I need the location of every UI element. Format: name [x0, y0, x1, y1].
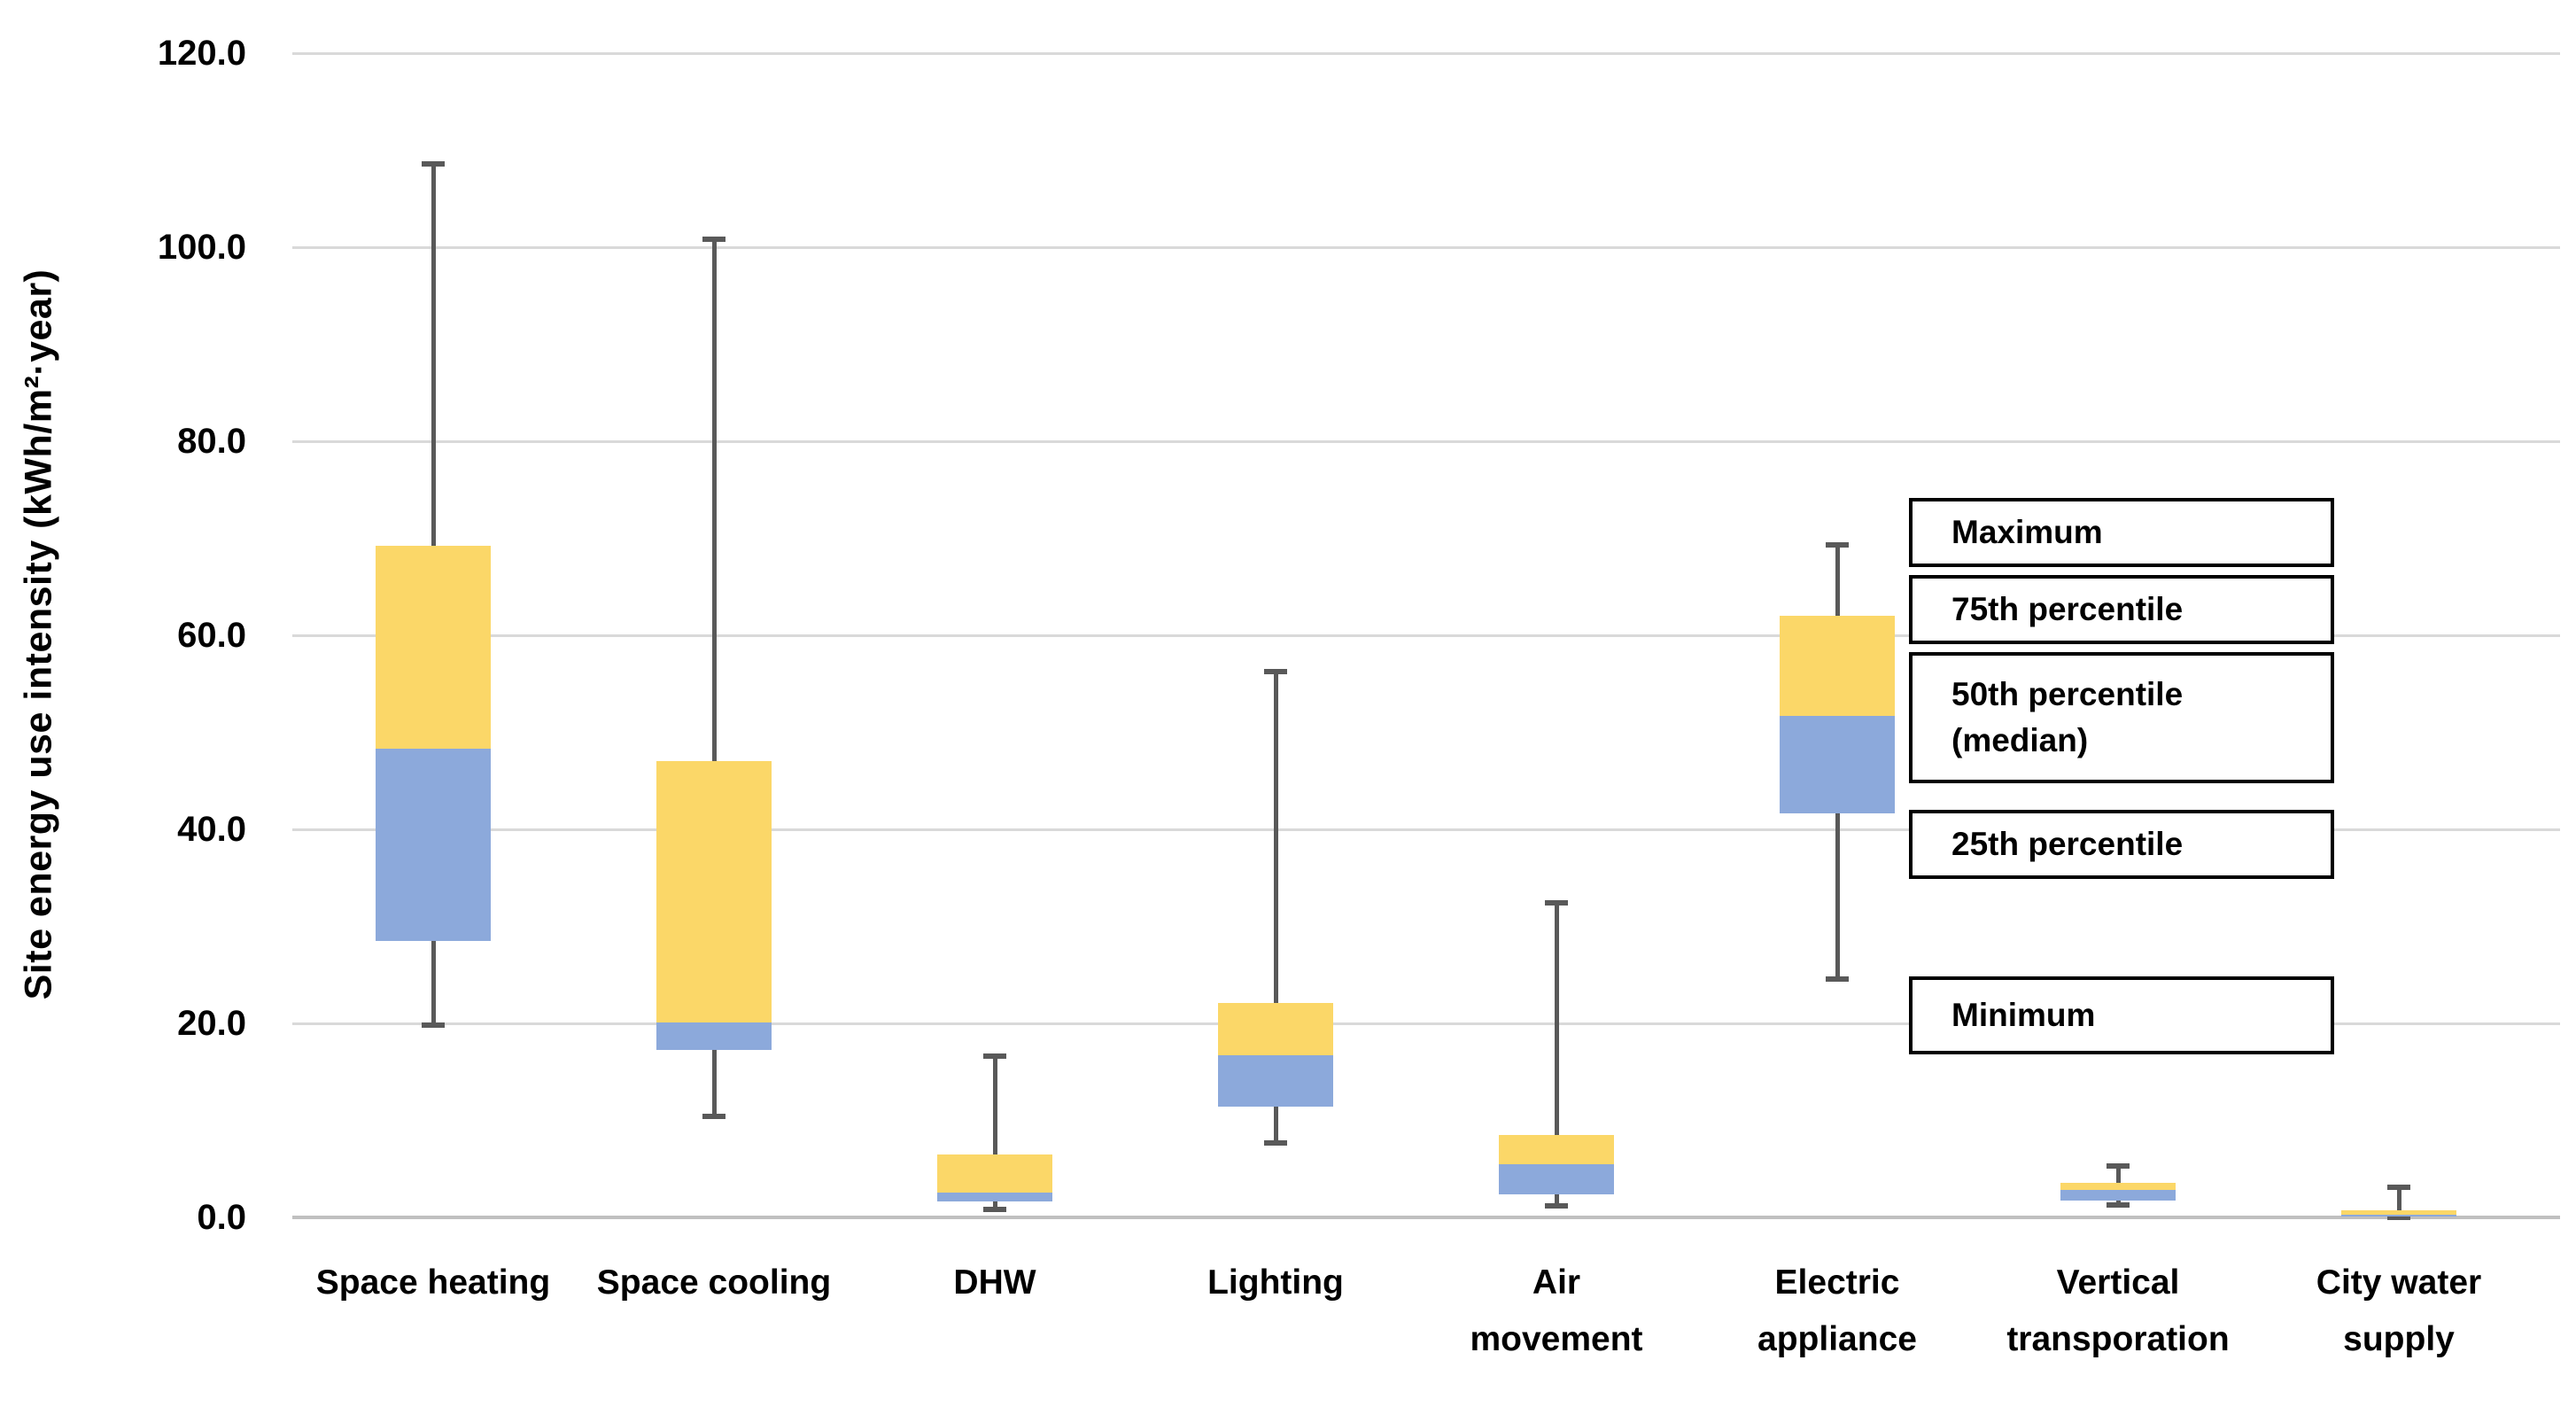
- whisker-cap-min-lighting: [1264, 1139, 1287, 1146]
- whisker-cap-min-air-movement: [1545, 1202, 1568, 1209]
- x-category-label-line: supply: [2343, 1320, 2455, 1358]
- x-category-label-electric-appliance: Electric appliance: [1697, 1255, 1978, 1368]
- box-upper-vertical-transporation: [2060, 1182, 2176, 1191]
- y-gridline: [292, 52, 2560, 55]
- box-lower-space-heating: [376, 749, 491, 941]
- whisker-cap-min-city-water-supply: [2387, 1215, 2410, 1220]
- whisker-lower-space-heating: [431, 940, 436, 1026]
- x-category-label-line: City water: [2316, 1263, 2482, 1302]
- whisker-lower-electric-appliance: [1835, 813, 1840, 979]
- whisker-upper-air-movement: [1554, 903, 1559, 1135]
- whisker-cap-max-dhw: [983, 1053, 1006, 1060]
- whisker-cap-max-space-heating: [422, 160, 445, 167]
- box-lower-air-movement: [1499, 1163, 1614, 1194]
- y-tick-label: 20.0: [177, 1004, 246, 1043]
- y-gridline: [292, 634, 2560, 637]
- whisker-cap-min-vertical-transporation: [2107, 1201, 2130, 1208]
- y-tick-label: 120.0: [157, 34, 246, 73]
- whisker-cap-min-electric-appliance: [1826, 976, 1849, 982]
- x-category-label-line: Air: [1532, 1263, 1581, 1302]
- box-upper-city-water-supply: [2341, 1210, 2456, 1215]
- whisker-cap-min-space-heating: [422, 1022, 445, 1029]
- x-category-label-line: Electric: [1774, 1263, 1900, 1302]
- whisker-cap-max-lighting: [1264, 668, 1287, 674]
- legend-label: 50th percentile: [1951, 676, 2184, 712]
- y-tick-label: 0.0: [197, 1198, 246, 1237]
- whisker-cap-max-vertical-transporation: [2107, 1162, 2130, 1169]
- y-gridline: [292, 440, 2560, 443]
- y-gridline: [292, 828, 2560, 831]
- legend-label: 75th percentile: [1951, 591, 2184, 627]
- x-category-label-line: Vertical: [2056, 1263, 2180, 1302]
- whisker-upper-vertical-transporation: [2115, 1165, 2121, 1183]
- box-lower-dhw: [937, 1192, 1052, 1202]
- box-upper-dhw: [937, 1154, 1052, 1193]
- x-category-label-space-heating: Space heating: [293, 1255, 574, 1311]
- x-category-label-space-cooling: Space cooling: [574, 1255, 855, 1311]
- whisker-cap-max-air-movement: [1545, 900, 1568, 906]
- legend-box-minimum: Minimum: [1909, 976, 2334, 1054]
- y-gridline: [292, 1022, 2560, 1025]
- legend-box-50th-percentile: 50th percentile (median): [1909, 652, 2334, 783]
- whisker-cap-max-space-cooling: [702, 237, 725, 243]
- x-category-label-line: DHW: [953, 1263, 1036, 1302]
- legend-label: Minimum: [1951, 997, 2096, 1033]
- x-category-label-line: movement: [1470, 1320, 1643, 1358]
- box-lower-city-water-supply: [2341, 1214, 2456, 1217]
- whisker-lower-lighting: [1273, 1107, 1278, 1143]
- y-tick-label: 60.0: [177, 616, 246, 655]
- box-lower-lighting: [1218, 1055, 1333, 1108]
- x-category-label-line: transporation: [2006, 1320, 2230, 1358]
- box-upper-air-movement: [1499, 1134, 1614, 1164]
- whisker-lower-dhw: [992, 1201, 997, 1210]
- y-gridline: [292, 246, 2560, 249]
- box-upper-space-heating: [376, 546, 491, 750]
- legend-box-maximum: Maximum: [1909, 498, 2334, 567]
- box-upper-electric-appliance: [1780, 616, 1895, 716]
- x-category-label-lighting: Lighting: [1136, 1255, 1416, 1311]
- box-lower-vertical-transporation: [2060, 1190, 2176, 1201]
- whisker-cap-min-dhw: [983, 1207, 1006, 1213]
- whisker-lower-space-cooling: [711, 1049, 717, 1117]
- whisker-cap-max-electric-appliance: [1826, 542, 1849, 548]
- whisker-upper-electric-appliance: [1835, 545, 1840, 617]
- y-axis-title: Site energy use intensity (kWh/m²·year): [17, 268, 60, 1000]
- whisker-upper-space-heating: [431, 163, 436, 547]
- legend-label: 25th percentile: [1951, 826, 2184, 862]
- legend-box-25th-percentile: 25th percentile: [1909, 810, 2334, 879]
- x-category-label-air-movement: Air movement: [1416, 1255, 1697, 1368]
- whisker-upper-space-cooling: [711, 239, 717, 762]
- x-category-label-line: Lighting: [1207, 1263, 1344, 1302]
- box-lower-electric-appliance: [1780, 715, 1895, 814]
- whisker-upper-city-water-supply: [2396, 1187, 2401, 1211]
- y-tick-label: 80.0: [177, 422, 246, 461]
- whisker-cap-min-space-cooling: [702, 1114, 725, 1120]
- legend-label: (median): [1951, 722, 2089, 758]
- y-tick-label: 100.0: [157, 228, 246, 267]
- box-lower-space-cooling: [656, 1022, 772, 1050]
- box-upper-lighting: [1218, 1003, 1333, 1056]
- x-category-label-line: Space heating: [315, 1263, 551, 1302]
- x-category-label-city-water-supply: City water supply: [2259, 1255, 2540, 1368]
- legend-label: Maximum: [1951, 514, 2103, 550]
- whisker-upper-lighting: [1273, 671, 1278, 1003]
- whisker-cap-max-city-water-supply: [2387, 1185, 2410, 1191]
- box-upper-space-cooling: [656, 761, 772, 1022]
- whisker-lower-air-movement: [1554, 1193, 1559, 1206]
- y-tick-label: 40.0: [177, 810, 246, 849]
- x-axis-line: [292, 1216, 2560, 1219]
- x-category-label-line: appliance: [1757, 1320, 1917, 1358]
- legend-box-75th-percentile: 75th percentile: [1909, 575, 2334, 644]
- whisker-upper-dhw: [992, 1056, 997, 1154]
- x-category-label-vertical-transporation: Vertical transporation: [1978, 1255, 2259, 1368]
- x-category-label-line: Space cooling: [596, 1263, 832, 1302]
- x-category-label-dhw: DHW: [855, 1255, 1136, 1311]
